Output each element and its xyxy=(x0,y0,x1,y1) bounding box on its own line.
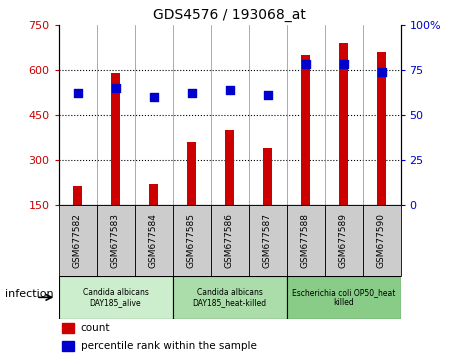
Text: Candida albicans
DAY185_heat-killed: Candida albicans DAY185_heat-killed xyxy=(193,288,266,307)
Bar xyxy=(363,205,400,276)
Text: GSM677584: GSM677584 xyxy=(149,213,158,268)
Point xyxy=(378,69,385,75)
Point xyxy=(112,85,119,91)
Point xyxy=(150,94,157,100)
Bar xyxy=(58,205,96,276)
Text: GSM677587: GSM677587 xyxy=(263,213,272,268)
Bar xyxy=(149,184,158,205)
Text: GSM677588: GSM677588 xyxy=(301,213,310,268)
Bar xyxy=(187,142,196,205)
Point xyxy=(188,91,195,96)
Bar xyxy=(248,205,287,276)
Bar xyxy=(287,205,324,276)
Bar xyxy=(73,186,82,205)
Point xyxy=(226,87,233,93)
Bar xyxy=(211,205,248,276)
Text: GSM677586: GSM677586 xyxy=(225,213,234,268)
Bar xyxy=(96,205,135,276)
Bar xyxy=(172,205,211,276)
Text: GSM677582: GSM677582 xyxy=(73,213,82,268)
Point xyxy=(302,62,309,67)
Point xyxy=(340,62,347,67)
Title: GDS4576 / 193068_at: GDS4576 / 193068_at xyxy=(153,8,306,22)
Text: percentile rank within the sample: percentile rank within the sample xyxy=(81,341,256,351)
Point xyxy=(264,92,271,98)
Bar xyxy=(324,205,363,276)
Text: Escherichia coli OP50_heat
killed: Escherichia coli OP50_heat killed xyxy=(292,288,395,307)
Bar xyxy=(62,341,74,351)
Bar xyxy=(58,276,172,319)
Bar xyxy=(339,43,348,205)
Text: infection: infection xyxy=(4,289,53,299)
Text: count: count xyxy=(81,323,110,333)
Text: GSM677583: GSM677583 xyxy=(111,213,120,268)
Bar xyxy=(377,52,386,205)
Bar xyxy=(62,323,74,333)
Bar xyxy=(263,148,272,205)
Text: GSM677585: GSM677585 xyxy=(187,213,196,268)
Point xyxy=(74,91,81,96)
Bar xyxy=(287,276,400,319)
Text: GSM677589: GSM677589 xyxy=(339,213,348,268)
Bar xyxy=(301,55,310,205)
Bar xyxy=(225,130,234,205)
Bar xyxy=(111,73,120,205)
Bar xyxy=(172,276,287,319)
Bar xyxy=(135,205,172,276)
Text: Candida albicans
DAY185_alive: Candida albicans DAY185_alive xyxy=(82,288,148,307)
Text: GSM677590: GSM677590 xyxy=(377,213,386,268)
